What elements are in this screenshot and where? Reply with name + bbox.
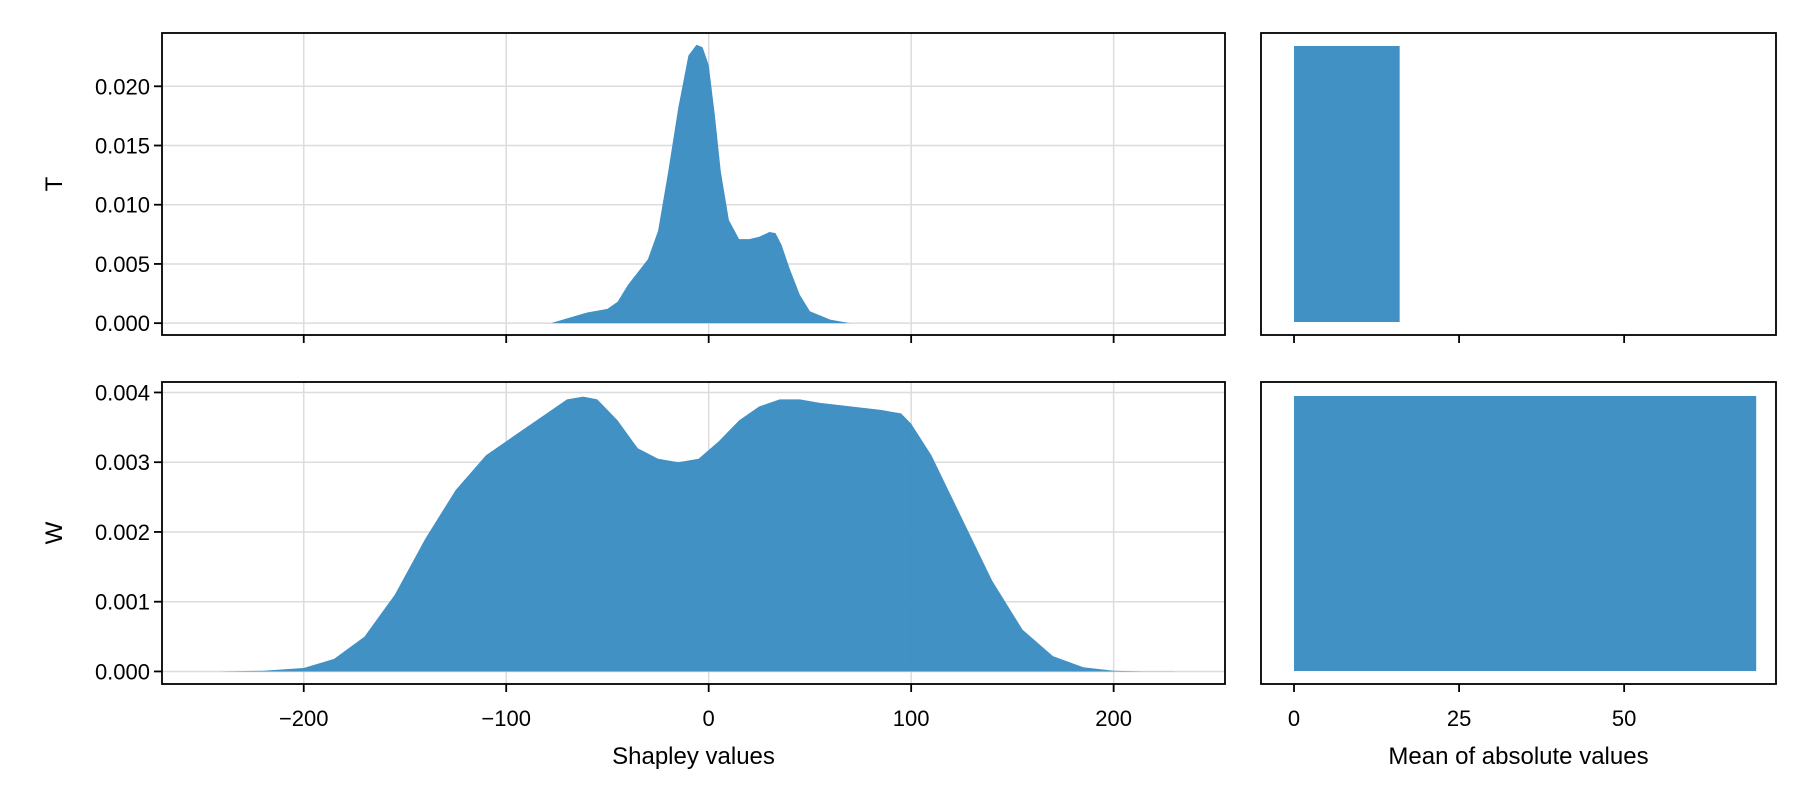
density-area (222, 396, 1175, 672)
plot-frame (161, 32, 1226, 336)
x-tick-label: −100 (481, 706, 531, 731)
y-tick-label: 0.002 (95, 520, 150, 545)
x-axis-label: Shapley values (612, 743, 775, 770)
x-tick-label: −200 (279, 706, 329, 731)
y-tick-label: 0.004 (95, 380, 150, 405)
y-tick-label: 0.001 (95, 590, 150, 615)
mean-abs-bar (1294, 46, 1400, 322)
y-tick-label: 0.005 (95, 252, 150, 277)
y-axis-label: T (41, 176, 68, 191)
plot-frame (161, 381, 1226, 685)
y-axis-label: W (41, 521, 68, 544)
x-tick-label: 200 (1095, 706, 1132, 731)
x-axis-label: Mean of absolute values (1388, 743, 1648, 770)
x-tick-label: 100 (893, 706, 930, 731)
y-tick-label: 0.003 (95, 450, 150, 475)
y-tick-label: 0.010 (95, 193, 150, 218)
plot-frame (1260, 32, 1777, 336)
x-tick-label: 0 (703, 706, 715, 731)
x-tick-label: 25 (1447, 706, 1471, 731)
x-tick-label: 50 (1612, 706, 1636, 731)
plot-frame (1260, 381, 1777, 685)
x-tick-label: 0 (1288, 706, 1300, 731)
density-area (550, 44, 851, 324)
y-tick-label: 0.020 (95, 74, 150, 99)
mean-abs-bar (1294, 396, 1757, 671)
y-tick-label: 0.000 (95, 311, 150, 336)
y-tick-label: 0.015 (95, 134, 150, 159)
y-tick-label: 0.000 (95, 659, 150, 684)
